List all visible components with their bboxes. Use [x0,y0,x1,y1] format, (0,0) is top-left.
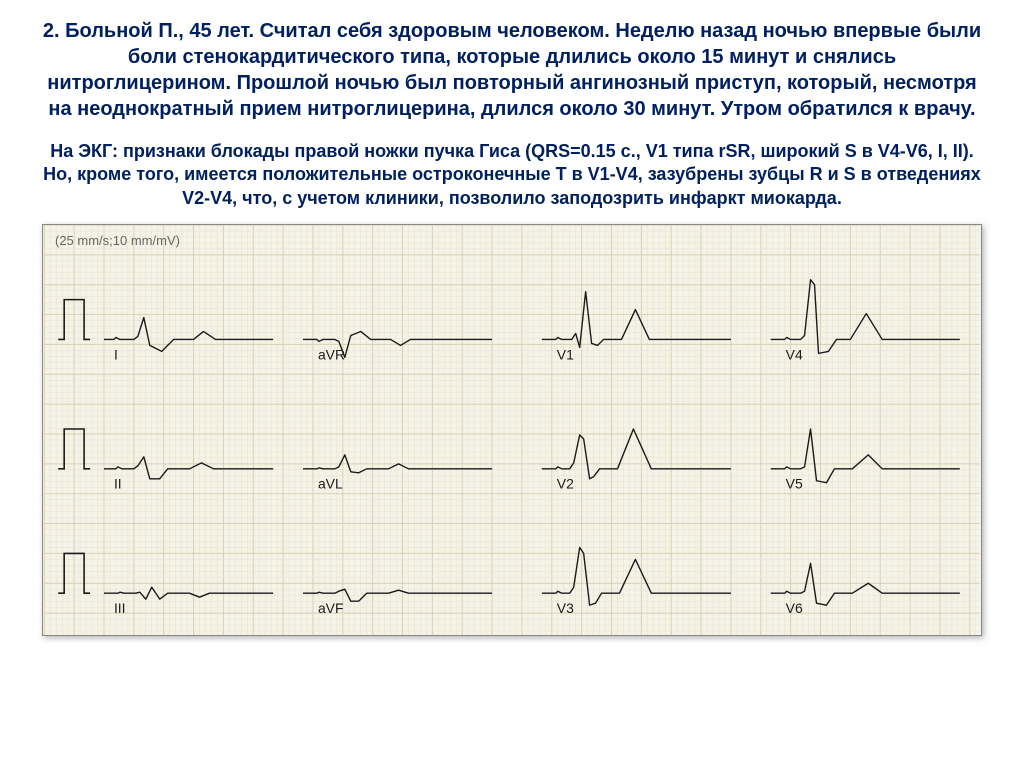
ecg-svg: IaVRV1V4IIaVLV2V5IIIaVFV3V6 [43,225,981,635]
calibration-label: (25 mm/s;10 mm/mV) [55,233,180,248]
svg-text:V4: V4 [786,347,803,363]
svg-text:V2: V2 [557,476,574,492]
svg-text:V1: V1 [557,347,574,363]
ecg-strip: (25 mm/s;10 mm/mV) IaVRV1V4IIaVLV2V5IIIa… [42,224,982,636]
svg-text:aVF: aVF [318,600,344,616]
svg-text:III: III [114,600,126,616]
case-title: 2. Больной П., 45 лет. Считал себя здоро… [40,18,984,122]
svg-text:II: II [114,476,122,492]
ecg-findings: На ЭКГ: признаки блокады правой ножки пу… [40,140,984,210]
svg-text:V5: V5 [786,476,803,492]
svg-text:aVL: aVL [318,476,343,492]
svg-text:V3: V3 [557,600,574,616]
svg-text:I: I [114,347,118,363]
svg-text:V6: V6 [786,600,803,616]
